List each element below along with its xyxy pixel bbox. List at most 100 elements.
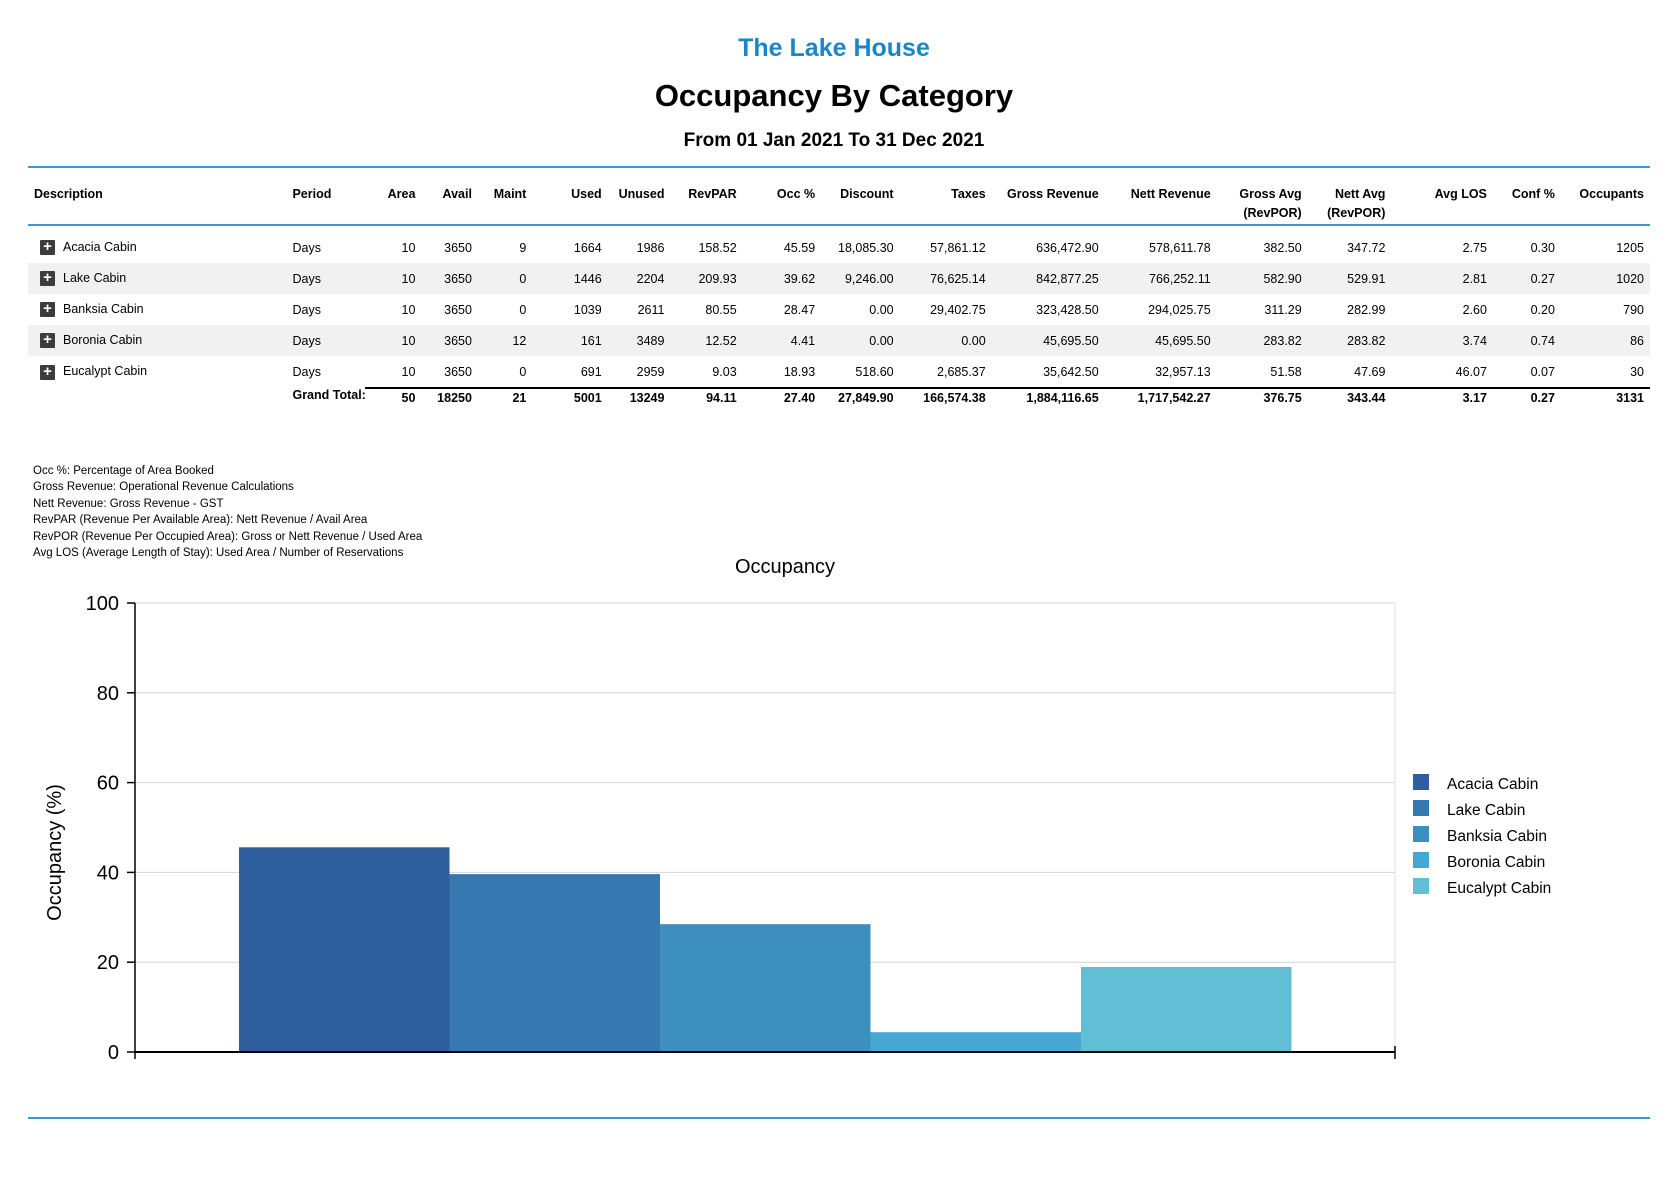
table-cell: 0.07 (1493, 356, 1561, 388)
column-header-sublabel: (RevPOR) (1243, 206, 1302, 220)
bar-eucalypt-cabin (1081, 967, 1292, 1052)
expand-row-icon[interactable]: + (40, 270, 55, 287)
cell-value: 294,025.75 (1148, 302, 1211, 317)
grand-total-cell: 13249 (607, 387, 671, 427)
table-cell: 2.75 (1391, 228, 1493, 263)
cell-value: 32,957.13 (1155, 364, 1211, 379)
table-cell: 30 (1561, 356, 1650, 388)
cell-value: 3489 (636, 333, 665, 348)
column-header: Avg LOS (1391, 175, 1493, 228)
cell-value: 578,611.78 (1149, 240, 1211, 255)
cell-value: 323,428.50 (1036, 302, 1099, 317)
table-cell: 29,402.75 (900, 294, 992, 325)
column-header-label: Used (571, 187, 602, 201)
cell-value: 2204 (636, 271, 665, 286)
table-cell: 382.50 (1217, 228, 1308, 263)
cell-value: 3.74 (1462, 333, 1487, 348)
column-header-label: Avail (442, 187, 472, 201)
grand-total-label: Grand Total: (292, 388, 366, 402)
expand-row-icon[interactable]: + (40, 364, 55, 380)
cell-value: 0.27 (1530, 271, 1555, 286)
cell-value: 86 (1630, 333, 1644, 348)
table-cell: 0 (478, 294, 532, 325)
chart-title: Occupancy (735, 556, 835, 578)
table-cell: 323,428.50 (992, 294, 1105, 325)
cell-value: 3650 (444, 333, 472, 348)
cell-value: 9,246.00 (844, 271, 894, 286)
cell-value: 0.20 (1530, 302, 1555, 317)
grand-total-cell: 27.40 (742, 387, 822, 427)
grand-total-cell: 3.17 (1391, 387, 1493, 427)
cell-value: Days (292, 333, 321, 348)
cell-value: 0.00 (869, 302, 894, 317)
bar-boronia-cabin (870, 1032, 1081, 1052)
note-line: Occ %: Percentage of Area Booked (33, 465, 214, 477)
column-header-label: Description (34, 187, 103, 201)
cell-value: 4.41 (790, 333, 816, 348)
expand-row-icon[interactable]: + (40, 239, 55, 256)
table-cell: 283.82 (1307, 325, 1392, 356)
cell-value: 47.69 (1354, 364, 1386, 379)
table-cell: 2611 (608, 294, 671, 325)
column-header: Area (365, 175, 422, 228)
cell-value: 45,695.50 (1155, 333, 1211, 348)
column-header-label: Unused (618, 187, 665, 201)
table-cell: 282.99 (1308, 294, 1392, 325)
table-cell: 3650 (421, 356, 478, 388)
cell-value: 1205 (1616, 240, 1644, 255)
y-tick-label: 60 (97, 773, 119, 795)
cell-value: 0.74 (1530, 333, 1555, 348)
cell-value: Days (292, 365, 321, 379)
legend-label: Boronia Cabin (1447, 854, 1545, 871)
note-line: RevPOR (Revenue Per Occupied Area): Gros… (33, 530, 423, 543)
legend-swatch (1413, 800, 1429, 816)
grand-total-cell: 343.44 (1307, 387, 1392, 427)
cell-value: 1986 (636, 240, 665, 255)
table-cell: 18,085.30 (821, 228, 899, 263)
cell-value: 0 (519, 364, 527, 379)
table-cell: 2.60 (1391, 294, 1493, 325)
cell-value: Banksia Cabin (63, 301, 144, 316)
table-header-row: Description Period Area Avail Maint Used Unuse… (28, 175, 1650, 228)
cell-value: 766,252.11 (1149, 271, 1211, 286)
cell-value: 10 (401, 240, 416, 255)
cell-value: 790 (1623, 302, 1644, 317)
category-cell: + Acacia Cabin (28, 228, 286, 263)
cell-value: 2959 (636, 364, 665, 379)
expand-row-icon[interactable]: + (40, 301, 55, 318)
legend-label: Acacia Cabin (1447, 776, 1538, 793)
cell-value: 3650 (444, 271, 472, 286)
grand-total-cell: 50 (364, 387, 422, 427)
cell-value: 10 (401, 364, 416, 379)
table-cell: 0.00 (821, 294, 899, 325)
column-header-label: Gross Revenue (1006, 187, 1099, 201)
column-header: Maint (478, 175, 532, 228)
table-cell: 2.81 (1391, 263, 1493, 294)
column-header: Nett Avg (RevPOR) (1308, 175, 1392, 228)
table-cell: 51.58 (1217, 356, 1308, 388)
table-cell: 18.93 (743, 356, 821, 388)
y-tick-label: 40 (97, 862, 119, 884)
grand-total-cell: 94.11 (670, 387, 743, 427)
table-cell: 790 (1561, 294, 1650, 325)
expand-row-icon[interactable]: + (40, 332, 55, 349)
cell-value: 9.03 (712, 364, 737, 379)
cell-value: 636,472.90 (1036, 240, 1099, 255)
table-cell: 0.74 (1492, 325, 1561, 356)
table-cell: 3.74 (1391, 325, 1493, 356)
table-cell: 45.59 (743, 228, 821, 263)
column-header: Nett Revenue (1105, 175, 1217, 228)
table-cell: 10 (364, 325, 422, 356)
header-bottom-rule (28, 224, 1650, 226)
occupancy-table: Description Period Area Avail Maint Used Unuse… (28, 175, 1650, 427)
table-cell: 45,695.50 (1104, 325, 1217, 356)
organization-name: The Lake House (738, 34, 930, 62)
table-row: + Banksia Cabin Days 10 3650 0 1039 2611 80.55 28… (28, 294, 1650, 325)
cell-value: 1039 (573, 302, 602, 317)
table-cell: 76,625.14 (899, 263, 992, 294)
footer-rule (28, 1117, 1650, 1119)
table-cell: 47.69 (1308, 356, 1392, 388)
table-cell: 0 (478, 356, 532, 388)
table-cell: 46.07 (1391, 356, 1493, 388)
cell-value: 18,085.30 (838, 240, 894, 255)
